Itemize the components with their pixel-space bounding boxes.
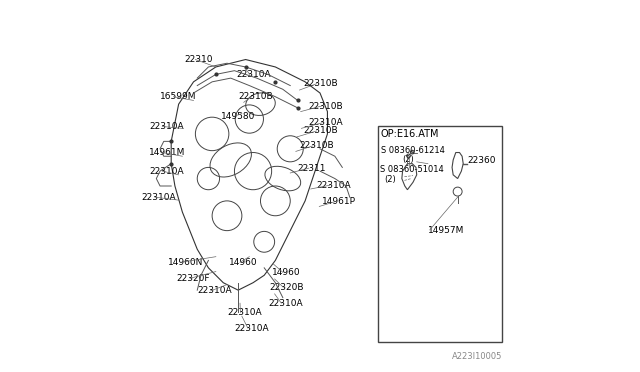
Text: 14961M: 14961M [149,148,185,157]
Text: OP:E16.ATM: OP:E16.ATM [380,129,439,139]
Text: 22360: 22360 [467,156,495,165]
Text: 14957M: 14957M [428,226,464,235]
Text: 14960: 14960 [229,258,257,267]
Text: 22310B: 22310B [303,126,338,135]
Text: 22320F: 22320F [177,274,211,283]
Text: 22311: 22311 [298,164,326,173]
Text: 22310A: 22310A [236,70,271,79]
Text: 22310A: 22310A [149,122,184,131]
Text: 16599M: 16599M [160,92,196,101]
Text: 22310A: 22310A [141,193,176,202]
Text: S 08360-61214: S 08360-61214 [381,146,445,155]
Text: A223I10005: A223I10005 [452,352,502,361]
Text: (2): (2) [384,175,396,184]
Text: 22310B: 22310B [300,141,334,150]
Text: 22310A: 22310A [234,324,269,333]
Text: 22310B: 22310B [238,92,273,101]
Text: 22310A: 22310A [309,118,344,127]
Text: 14960: 14960 [271,268,300,277]
Text: 22310B: 22310B [308,102,343,110]
Text: 22320B: 22320B [270,283,304,292]
Text: 22310: 22310 [184,55,212,64]
Text: 14960N: 14960N [168,258,203,267]
Text: (2): (2) [402,155,413,164]
Text: 22310A: 22310A [227,308,262,317]
Text: 22310A: 22310A [197,286,232,295]
Text: 149580: 149580 [221,112,256,121]
Text: 14961P: 14961P [322,197,356,206]
Text: S 08360-51014: S 08360-51014 [380,165,444,174]
Text: 22310A: 22310A [316,181,351,190]
Text: 22310A: 22310A [268,299,303,308]
Text: 22310A: 22310A [149,167,184,176]
Text: 22310B: 22310B [303,79,338,88]
